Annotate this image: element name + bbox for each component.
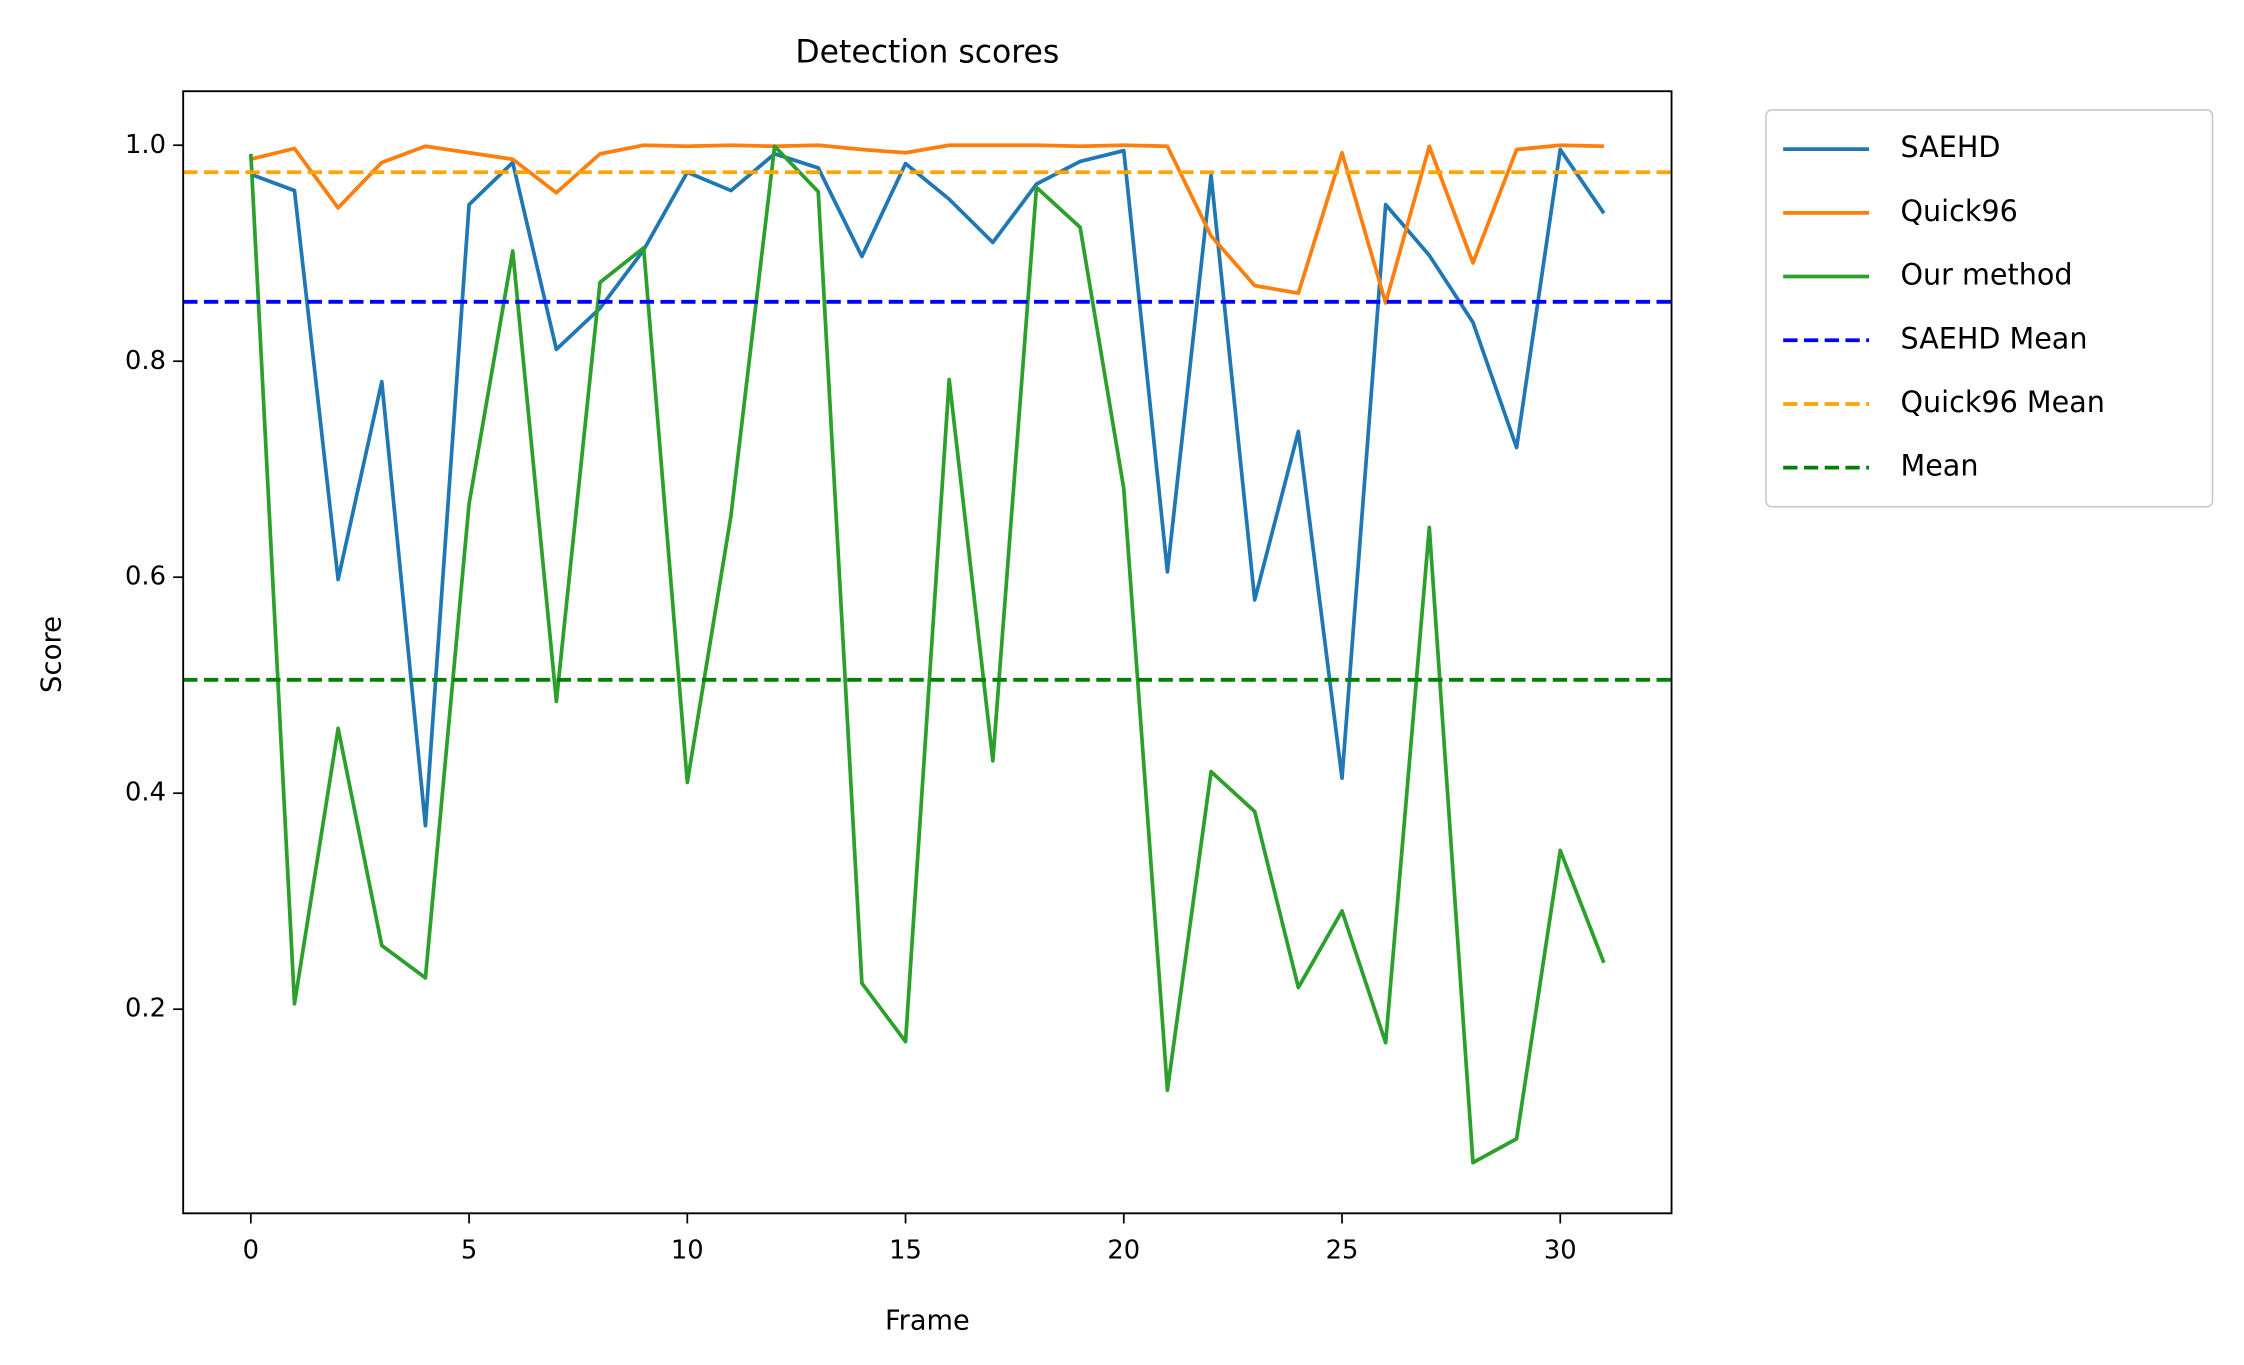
y-tick-label: 1.0 [125, 130, 166, 160]
legend-label: Quick96 Mean [1901, 385, 2105, 419]
x-tick-label: 25 [1326, 1235, 1359, 1265]
y-tick-label: 0.2 [125, 994, 166, 1024]
x-tick-label: 5 [461, 1235, 477, 1265]
x-tick-label: 30 [1544, 1235, 1577, 1265]
legend-label: Quick96 [1901, 194, 2018, 228]
axes-frame [182, 90, 1673, 1215]
y-tick-label: 0.4 [125, 778, 166, 808]
series-line [250, 143, 1604, 305]
y-tick-label: 0.8 [125, 346, 166, 376]
x-tick-label: 20 [1107, 1235, 1140, 1265]
legend-label: SAEHD [1901, 130, 2001, 164]
legend-label: Mean [1901, 449, 1979, 483]
y-tick-label: 0.6 [125, 562, 166, 592]
series-line [248, 144, 1606, 1165]
chart-title: Detection scores [795, 34, 1059, 70]
legend-label: Our method [1901, 257, 2073, 291]
legend-box [1765, 109, 2214, 508]
x-tick-label: 15 [889, 1235, 922, 1265]
y-axis-label: Score [37, 616, 68, 693]
x-tick-label: 10 [671, 1235, 704, 1265]
x-axis-label: Frame [885, 1305, 970, 1336]
x-tick-label: 0 [243, 1235, 259, 1265]
legend-label: SAEHD Mean [1901, 321, 2088, 355]
